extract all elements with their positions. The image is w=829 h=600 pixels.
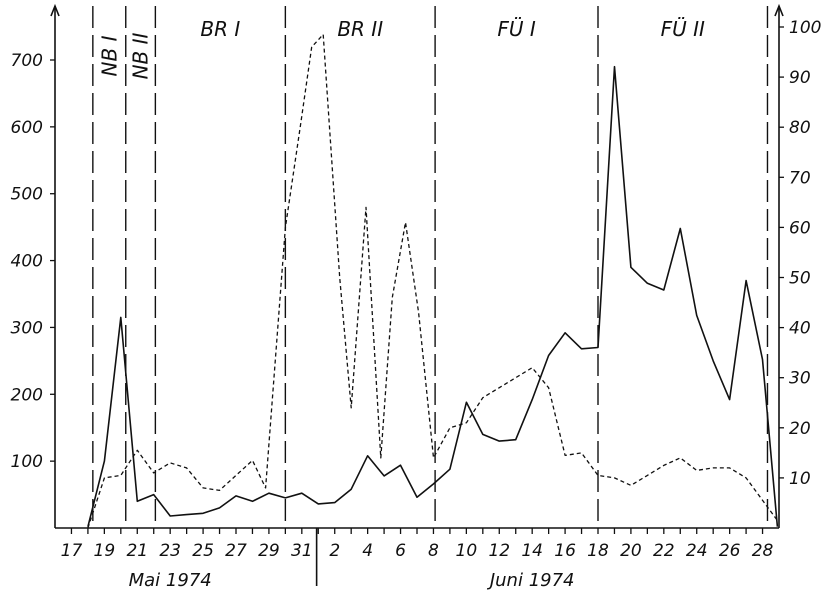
y-right-tick-label: 30 — [789, 369, 811, 389]
phase-label: FÜ II — [661, 17, 705, 41]
x-tick-label: 17 — [61, 541, 83, 561]
dashed-series-line — [87, 33, 778, 529]
y-right-tick-label: 90 — [789, 68, 811, 88]
y-left-tick-label: 500 — [11, 185, 43, 205]
y-left-tick-label: 700 — [11, 51, 43, 71]
x-tick-label: 27 — [225, 541, 247, 561]
solid-series-line — [87, 65, 779, 527]
phase-label: BR I — [200, 17, 240, 41]
x-tick-label: 22 — [653, 541, 675, 561]
x-tick-label: 20 — [620, 541, 642, 561]
month-label: Juni 1974 — [487, 570, 575, 591]
phase-label: NB I — [97, 35, 121, 76]
x-tick-label: 4 — [362, 541, 373, 561]
x-tick-label: 21 — [126, 541, 148, 561]
x-tick-label: 28 — [752, 541, 774, 561]
x-tick-label: 23 — [159, 541, 181, 561]
y-left-tick-label: 200 — [11, 385, 43, 405]
y-left-arrow — [50, 3, 60, 17]
x-tick-label: 12 — [488, 541, 510, 561]
y-right-tick-label: 80 — [789, 118, 811, 138]
phase-label: FÜ I — [497, 17, 536, 41]
y-right-tick-label: 50 — [789, 269, 811, 289]
data-series — [87, 33, 779, 529]
y-right-tick-label: 40 — [789, 319, 811, 339]
y-right-tick-label: 60 — [789, 218, 811, 238]
x-tick-label: 26 — [719, 541, 741, 561]
labels: 17 19 21 23 25 27 29 31 2 4 6 8 10 12 14 16 18 20 22 24 26 28… — [11, 17, 822, 591]
y-right-tick-label: 70 — [789, 168, 811, 188]
y-right-tick-label: 20 — [789, 419, 811, 439]
y-left-tick-label: 600 — [11, 118, 43, 138]
y-right-arrow — [774, 3, 784, 17]
y-right-tick-label: 100 — [789, 18, 821, 38]
x-tick-label: 25 — [192, 541, 214, 561]
x-tick-label: 14 — [521, 541, 543, 561]
x-tick-label: 29 — [258, 541, 280, 561]
y-right-tick-label: 10 — [789, 469, 811, 489]
x-tick-label: 24 — [686, 541, 708, 561]
x-tick-label: 16 — [554, 541, 576, 561]
y-left-tick-label: 300 — [11, 318, 43, 338]
x-tick-label: 8 — [428, 541, 439, 561]
x-tick-label: 10 — [456, 541, 478, 561]
y-left-tick-label: 100 — [11, 452, 43, 472]
x-tick-label: 19 — [94, 541, 116, 561]
phase-label: BR II — [337, 17, 383, 41]
x-tick-label: 31 — [291, 541, 313, 561]
phase-boundaries — [92, 6, 769, 528]
x-tick-label: 2 — [329, 541, 340, 561]
y-left-tick-label: 400 — [11, 252, 43, 272]
phase-label: NB II — [129, 32, 153, 79]
x-tick-label: 6 — [395, 541, 406, 561]
axes — [50, 3, 784, 586]
x-tick-label: 18 — [587, 541, 609, 561]
month-label: Mai 1974 — [129, 570, 212, 591]
